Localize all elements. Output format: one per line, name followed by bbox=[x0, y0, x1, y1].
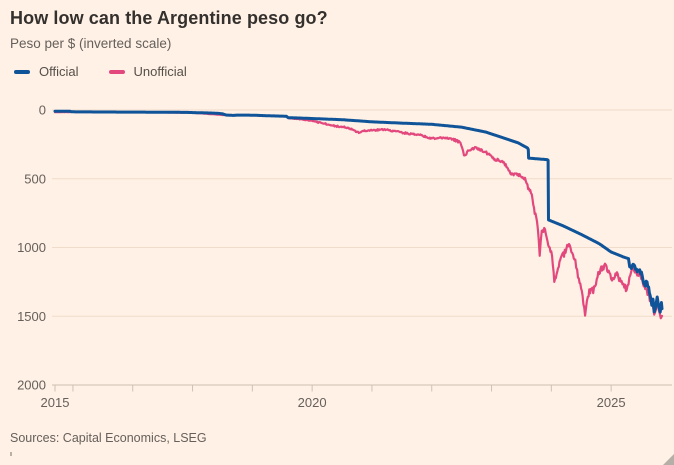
legend-item-official: Official bbox=[14, 64, 79, 79]
chart-subtitle: Peso per $ (inverted scale) bbox=[10, 36, 172, 51]
legend-item-unofficial: Unofficial bbox=[108, 64, 187, 79]
series-line-official bbox=[53, 109, 664, 314]
y-tick-label-2000: 2000 bbox=[17, 378, 46, 393]
series-line-unofficial bbox=[53, 110, 664, 320]
legend-label-official: Official bbox=[39, 64, 79, 79]
x-tick-label-2020: 2020 bbox=[298, 395, 327, 410]
resize-handle-icon[interactable] bbox=[663, 454, 674, 465]
x-tick-label-2025: 2025 bbox=[597, 395, 626, 410]
x-tick-label-2015: 2015 bbox=[41, 395, 70, 410]
chart-legend: Official Unofficial bbox=[14, 64, 187, 79]
y-tick-label-1500: 1500 bbox=[17, 309, 46, 324]
legend-label-unofficial: Unofficial bbox=[133, 64, 187, 79]
y-tick-label-500: 500 bbox=[24, 171, 46, 186]
y-tick-label-1000: 1000 bbox=[17, 240, 46, 255]
source-note: Sources: Capital Economics, LSEG bbox=[10, 431, 207, 445]
official-line-swatch-icon bbox=[14, 69, 30, 74]
chart-title: How low can the Argentine peso go? bbox=[10, 8, 328, 28]
stray-mark bbox=[10, 452, 12, 456]
unofficial-line-swatch-icon bbox=[108, 69, 125, 74]
y-tick-label-0: 0 bbox=[39, 103, 46, 118]
